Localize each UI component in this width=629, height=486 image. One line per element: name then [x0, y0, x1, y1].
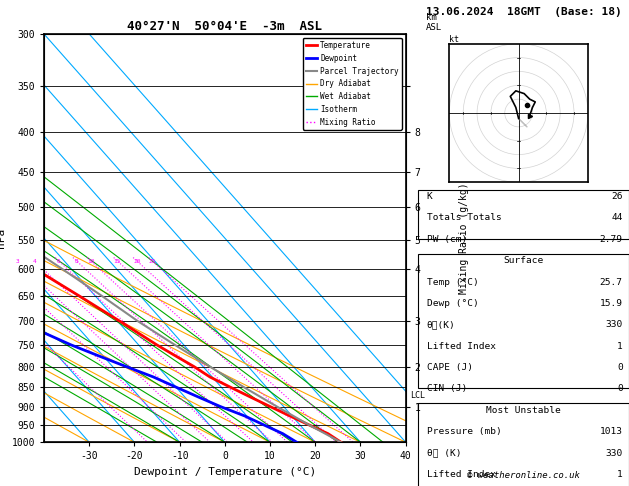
Text: 25: 25 [148, 259, 156, 263]
Text: kt: kt [449, 35, 459, 44]
Text: 25.7: 25.7 [599, 278, 623, 287]
Text: 330: 330 [606, 449, 623, 458]
Text: 15: 15 [114, 259, 121, 263]
Text: 26: 26 [611, 192, 623, 201]
Text: θᴄ (K): θᴄ (K) [426, 449, 461, 458]
Text: 13.06.2024  18GMT  (Base: 18): 13.06.2024 18GMT (Base: 18) [426, 7, 621, 17]
Text: km
ASL: km ASL [426, 13, 442, 32]
X-axis label: Dewpoint / Temperature (°C): Dewpoint / Temperature (°C) [134, 467, 316, 477]
Text: CAPE (J): CAPE (J) [426, 363, 473, 372]
Text: K: K [426, 192, 433, 201]
Text: 0: 0 [617, 384, 623, 394]
Y-axis label: hPa: hPa [0, 228, 6, 248]
Text: 3: 3 [16, 259, 20, 263]
Text: 4: 4 [33, 259, 36, 263]
Text: 44: 44 [611, 213, 623, 223]
Text: 1: 1 [617, 342, 623, 351]
Text: Pressure (mb): Pressure (mb) [426, 427, 501, 436]
Text: 20: 20 [133, 259, 141, 263]
Text: 8: 8 [75, 259, 79, 263]
Text: Lifted Index: Lifted Index [426, 342, 496, 351]
Y-axis label: Mixing Ratio (g/kg): Mixing Ratio (g/kg) [460, 182, 469, 294]
Text: 0: 0 [617, 363, 623, 372]
Text: Lifted Index: Lifted Index [426, 470, 496, 479]
Bar [418, 254, 629, 388]
Text: Surface: Surface [504, 256, 543, 265]
Text: Temp (°C): Temp (°C) [426, 278, 479, 287]
Legend: Temperature, Dewpoint, Parcel Trajectory, Dry Adiabat, Wet Adiabat, Isotherm, Mi: Temperature, Dewpoint, Parcel Trajectory… [303, 38, 402, 130]
Title: 40°27'N  50°04'E  -3m  ASL: 40°27'N 50°04'E -3m ASL [127, 20, 323, 33]
Bar [418, 190, 629, 239]
Text: 1013: 1013 [599, 427, 623, 436]
Bar [418, 403, 629, 486]
Text: Most Unstable: Most Unstable [486, 406, 561, 415]
Text: © weatheronline.co.uk: © weatheronline.co.uk [467, 471, 580, 480]
Text: PW (cm): PW (cm) [426, 235, 467, 244]
Text: Totals Totals: Totals Totals [426, 213, 501, 223]
Text: 1: 1 [617, 470, 623, 479]
Text: Dewp (°C): Dewp (°C) [426, 299, 479, 308]
Text: LCL: LCL [410, 391, 425, 399]
Text: θᴄ(K): θᴄ(K) [426, 320, 455, 330]
Text: 6: 6 [57, 259, 61, 263]
Text: 330: 330 [606, 320, 623, 330]
Text: 10: 10 [87, 259, 94, 263]
Text: CIN (J): CIN (J) [426, 384, 467, 394]
Text: 2.79: 2.79 [599, 235, 623, 244]
Text: 15.9: 15.9 [599, 299, 623, 308]
